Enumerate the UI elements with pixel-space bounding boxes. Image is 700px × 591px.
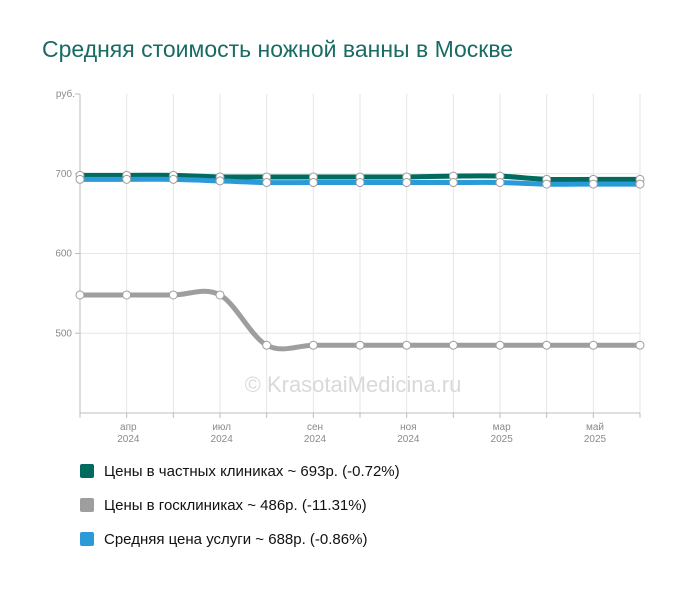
y-tick-label: 700 bbox=[55, 169, 72, 180]
x-tick-label-year: 2024 bbox=[117, 434, 140, 445]
data-point bbox=[75, 290, 85, 300]
data-point bbox=[122, 174, 132, 184]
line-chart: 500600700руб.апр2024июл2024сен2024ноя202… bbox=[55, 88, 645, 445]
data-point bbox=[308, 178, 318, 188]
legend-item-public[interactable]: Цены в госклиниках ~ 486р. (-11.31%) bbox=[80, 496, 400, 514]
x-tick-label-month: мар bbox=[493, 422, 511, 433]
x-tick-label-month: май bbox=[586, 422, 604, 433]
legend-item-private[interactable]: Цены в частных клиниках ~ 693р. (-0.72%) bbox=[80, 462, 400, 480]
data-point bbox=[588, 179, 598, 189]
x-tick-label-year: 2025 bbox=[584, 434, 607, 445]
x-tick-label-year: 2024 bbox=[304, 434, 327, 445]
y-tick-label: 500 bbox=[55, 328, 72, 339]
data-point bbox=[635, 340, 645, 350]
data-point bbox=[355, 340, 365, 350]
data-point bbox=[168, 174, 178, 184]
data-point bbox=[355, 178, 365, 188]
legend-label: Цены в частных клиниках ~ 693р. (-0.72%) bbox=[104, 462, 400, 480]
x-tick-label-month: апр bbox=[120, 422, 137, 433]
watermark: © KrasotaiMedicina.ru bbox=[245, 372, 462, 397]
legend-label: Средняя цена услуги ~ 688р. (-0.86%) bbox=[104, 530, 368, 548]
data-point bbox=[542, 179, 552, 189]
legend-item-average[interactable]: Средняя цена услуги ~ 688р. (-0.86%) bbox=[80, 530, 400, 548]
data-point bbox=[75, 174, 85, 184]
data-point bbox=[448, 340, 458, 350]
legend-swatch bbox=[80, 498, 94, 512]
data-point bbox=[262, 340, 272, 350]
data-point bbox=[495, 340, 505, 350]
data-point bbox=[168, 290, 178, 300]
data-point bbox=[495, 178, 505, 188]
data-point bbox=[308, 340, 318, 350]
x-tick-label-month: сен bbox=[307, 422, 323, 433]
data-point bbox=[262, 178, 272, 188]
x-tick-label-year: 2025 bbox=[491, 434, 514, 445]
y-tick-label: 600 bbox=[55, 249, 72, 260]
data-point bbox=[402, 178, 412, 188]
y-unit-label: руб. bbox=[56, 88, 75, 100]
legend-label: Цены в госклиниках ~ 486р. (-11.31%) bbox=[104, 496, 367, 514]
legend: Цены в частных клиниках ~ 693р. (-0.72%)… bbox=[80, 462, 400, 564]
data-point bbox=[122, 290, 132, 300]
data-point bbox=[448, 178, 458, 188]
data-point bbox=[215, 176, 225, 186]
chart-title: Средняя стоимость ножной ванны в Москве bbox=[42, 36, 514, 62]
data-point bbox=[542, 340, 552, 350]
x-tick-label-year: 2024 bbox=[397, 434, 420, 445]
legend-swatch bbox=[80, 532, 94, 546]
x-tick-label-month: июл bbox=[212, 422, 231, 433]
x-tick-label-month: ноя bbox=[400, 422, 417, 433]
x-tick-label-year: 2024 bbox=[211, 434, 234, 445]
data-point bbox=[588, 340, 598, 350]
legend-swatch bbox=[80, 464, 94, 478]
data-point bbox=[635, 179, 645, 189]
data-point bbox=[402, 340, 412, 350]
data-point bbox=[215, 290, 225, 300]
